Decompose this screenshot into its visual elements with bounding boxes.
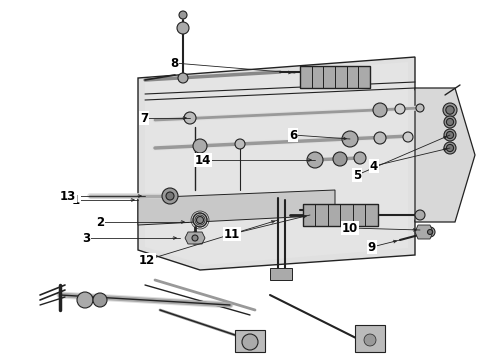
- Bar: [346, 66, 358, 88]
- Bar: [339, 204, 352, 226]
- Bar: [323, 66, 334, 88]
- Text: 8: 8: [169, 57, 178, 69]
- Polygon shape: [414, 225, 432, 239]
- Circle shape: [162, 188, 178, 204]
- Circle shape: [193, 213, 206, 227]
- Circle shape: [193, 139, 206, 153]
- Text: 10: 10: [341, 221, 357, 234]
- Circle shape: [332, 152, 346, 166]
- Circle shape: [424, 227, 434, 237]
- Circle shape: [445, 106, 453, 114]
- Circle shape: [192, 235, 198, 241]
- Circle shape: [165, 192, 174, 200]
- Circle shape: [446, 131, 453, 139]
- Bar: [299, 66, 311, 88]
- Polygon shape: [235, 330, 264, 352]
- Circle shape: [373, 132, 385, 144]
- Circle shape: [242, 334, 258, 350]
- Text: 12: 12: [139, 253, 155, 266]
- Text: 5: 5: [352, 168, 360, 181]
- Circle shape: [178, 73, 187, 83]
- Polygon shape: [138, 57, 449, 270]
- Circle shape: [394, 104, 404, 114]
- Bar: [358, 66, 369, 88]
- Circle shape: [93, 293, 107, 307]
- Circle shape: [443, 129, 455, 141]
- Text: 4: 4: [369, 159, 377, 172]
- Polygon shape: [184, 232, 204, 244]
- Circle shape: [446, 144, 453, 152]
- Circle shape: [177, 22, 189, 34]
- Circle shape: [77, 292, 93, 308]
- Circle shape: [415, 104, 423, 112]
- Circle shape: [179, 11, 186, 19]
- Bar: [302, 204, 314, 226]
- Circle shape: [353, 152, 365, 164]
- Text: 9: 9: [367, 240, 375, 253]
- Text: 1: 1: [72, 194, 80, 207]
- Bar: [327, 204, 339, 226]
- Circle shape: [443, 142, 455, 154]
- Bar: [314, 204, 327, 226]
- Circle shape: [341, 131, 357, 147]
- Circle shape: [446, 118, 453, 126]
- Circle shape: [306, 152, 323, 168]
- Text: 7: 7: [140, 112, 148, 125]
- Polygon shape: [145, 62, 407, 265]
- Text: 11: 11: [224, 228, 240, 240]
- Bar: [352, 204, 364, 226]
- Circle shape: [372, 103, 386, 117]
- Polygon shape: [354, 325, 384, 352]
- Polygon shape: [269, 268, 291, 280]
- Bar: [299, 66, 369, 88]
- Bar: [334, 66, 346, 88]
- Circle shape: [196, 216, 203, 224]
- Circle shape: [189, 232, 201, 244]
- Circle shape: [235, 139, 244, 149]
- Text: 3: 3: [82, 231, 90, 244]
- Circle shape: [442, 103, 456, 117]
- Bar: [364, 204, 377, 226]
- Circle shape: [414, 210, 424, 220]
- Bar: [302, 204, 377, 226]
- Bar: [311, 66, 323, 88]
- Circle shape: [183, 112, 196, 124]
- Circle shape: [402, 132, 412, 142]
- Circle shape: [443, 116, 455, 128]
- Circle shape: [427, 230, 431, 234]
- Polygon shape: [138, 190, 334, 225]
- Text: 6: 6: [288, 129, 297, 141]
- Text: 13: 13: [60, 189, 76, 202]
- Text: 14: 14: [194, 153, 211, 166]
- Text: 2: 2: [96, 216, 104, 229]
- Circle shape: [363, 334, 375, 346]
- Polygon shape: [414, 88, 474, 222]
